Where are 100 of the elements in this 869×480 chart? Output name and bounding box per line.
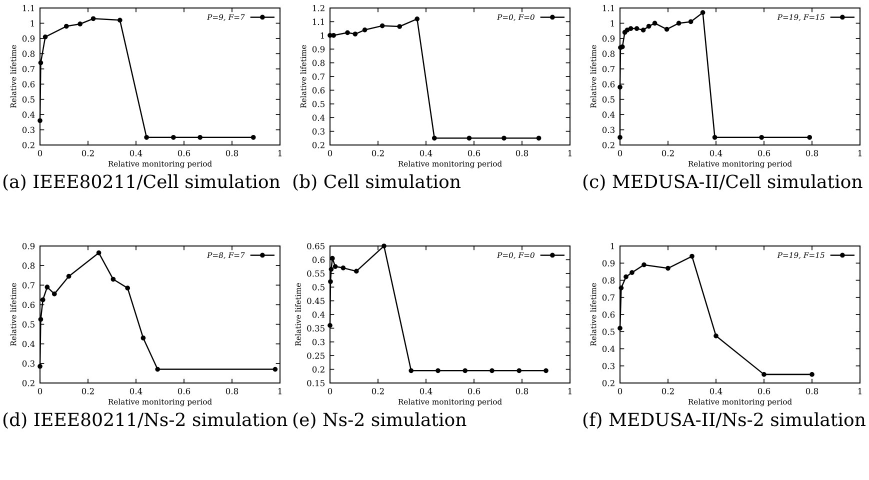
y-tick-label: 0.2 — [312, 366, 324, 373]
point — [340, 265, 346, 270]
y-tick-label: 0.7 — [602, 294, 615, 301]
y-tick-label: 0.2 — [602, 142, 614, 148]
y-tick-label: 0.45 — [307, 298, 324, 304]
point — [436, 368, 440, 374]
y-tick-label: 0.25 — [307, 352, 324, 359]
point — [171, 134, 176, 140]
y-tick-label: 0.7 — [602, 66, 615, 72]
y-tick-label: 0.35 — [307, 325, 324, 332]
y-tick-label: 0.5 — [22, 321, 34, 328]
y-tick-label: 0.8 — [602, 50, 615, 57]
y-tick-label: 0.5 — [602, 328, 614, 335]
y-tick-label: 0.65 — [307, 242, 324, 250]
x-tick-label: 0.2 — [372, 150, 384, 156]
y-tick-label: 0.2 — [312, 142, 324, 148]
y-tick-label: 1.1 — [602, 4, 614, 12]
point — [646, 24, 652, 29]
y-tick-label: 0.2 — [22, 142, 34, 148]
point — [42, 34, 48, 40]
point — [664, 26, 670, 32]
y-tick-label: 1.1 — [22, 4, 34, 12]
x-tick-label: 1 — [568, 150, 572, 156]
x-tick-label: 1 — [278, 150, 282, 156]
y-tick-label: 0.9 — [602, 35, 615, 42]
y-tick-label: 0.6 — [312, 87, 325, 94]
point — [96, 250, 102, 256]
x-tick-label: 0.2 — [662, 388, 674, 394]
x-tick-label: 0 — [38, 388, 42, 394]
point — [490, 368, 494, 374]
point — [110, 276, 116, 282]
point — [362, 27, 368, 32]
y-tick-label: 1 — [30, 20, 34, 26]
y-tick-label: 0.8 — [22, 262, 35, 269]
y-tick-label: 0.4 — [22, 112, 35, 118]
y-tick-label: 0.9 — [602, 260, 615, 266]
y-tick-label: 0.3 — [312, 128, 325, 135]
y-tick-label: 0.6 — [22, 302, 35, 308]
y-tick-label: 0.8 — [312, 60, 325, 66]
x-tick-label: 0.4 — [710, 388, 722, 394]
y-tick-label: 0.3 — [602, 126, 615, 134]
x-tick-label: 1 — [858, 150, 862, 156]
x-tick-label: 0.2 — [662, 150, 674, 156]
point — [688, 19, 694, 24]
x-tick-label: 0.8 — [516, 388, 528, 394]
point — [714, 333, 718, 338]
point — [652, 20, 658, 26]
y-tick-label: 1 — [320, 32, 324, 39]
point — [345, 30, 350, 36]
x-tick-label: 0.8 — [806, 150, 818, 156]
y-tick-label: 0.7 — [22, 66, 35, 72]
point — [140, 336, 146, 340]
point — [676, 20, 682, 26]
x-tick-label: 0.8 — [516, 150, 528, 156]
y-tick-label: 0.7 — [22, 282, 35, 288]
point — [762, 372, 766, 377]
y-tick-label: 0.5 — [602, 96, 614, 103]
x-tick-label: 1 — [858, 388, 862, 394]
point — [125, 286, 130, 291]
point — [198, 134, 203, 140]
point — [352, 32, 358, 36]
text: (d) IEEE80211/Ns-2 simulation — [3, 412, 288, 429]
point — [462, 368, 468, 374]
y-tick-label: 0.3 — [22, 360, 35, 367]
y-tick-label: 1.1 — [312, 18, 324, 25]
y-tick-label: 0.4 — [602, 112, 615, 118]
point — [78, 22, 83, 26]
point — [330, 256, 335, 261]
point — [810, 372, 814, 377]
point — [690, 254, 694, 259]
point — [634, 26, 640, 31]
point — [628, 26, 634, 31]
point — [624, 274, 628, 280]
x-tick-label: 1 — [568, 388, 572, 394]
point — [414, 16, 420, 22]
x-tick-label: 0.8 — [806, 388, 818, 394]
y-tick-label: 0.9 — [22, 35, 35, 42]
point — [408, 368, 414, 374]
y-tick-label: 0.7 — [312, 73, 325, 80]
y-tick-label: 0.6 — [602, 81, 615, 88]
point — [666, 266, 670, 271]
y-tick-label: 0.3 — [602, 362, 615, 370]
x-tick-label: 0.4 — [420, 150, 432, 156]
x-tick-label: 0 — [328, 388, 332, 394]
point — [380, 23, 385, 28]
x-tick-label: 0.4 — [420, 388, 432, 394]
y-tick-label: 0.3 — [22, 126, 35, 134]
y-tick-label: 0.5 — [312, 100, 324, 108]
text: (c) MEDUSA-II/Cell simulation — [583, 174, 862, 191]
point — [66, 274, 72, 279]
point — [640, 28, 646, 33]
point — [642, 262, 646, 268]
y-tick-label: 0.6 — [602, 311, 615, 318]
y-tick-label: 1 — [610, 20, 614, 26]
point — [700, 10, 706, 15]
x-tick-label: 0.6 — [758, 388, 770, 394]
x-tick-label: 0.8 — [226, 388, 238, 394]
point — [332, 264, 338, 269]
point — [272, 366, 278, 372]
y-tick-label: 0.4 — [312, 311, 325, 318]
